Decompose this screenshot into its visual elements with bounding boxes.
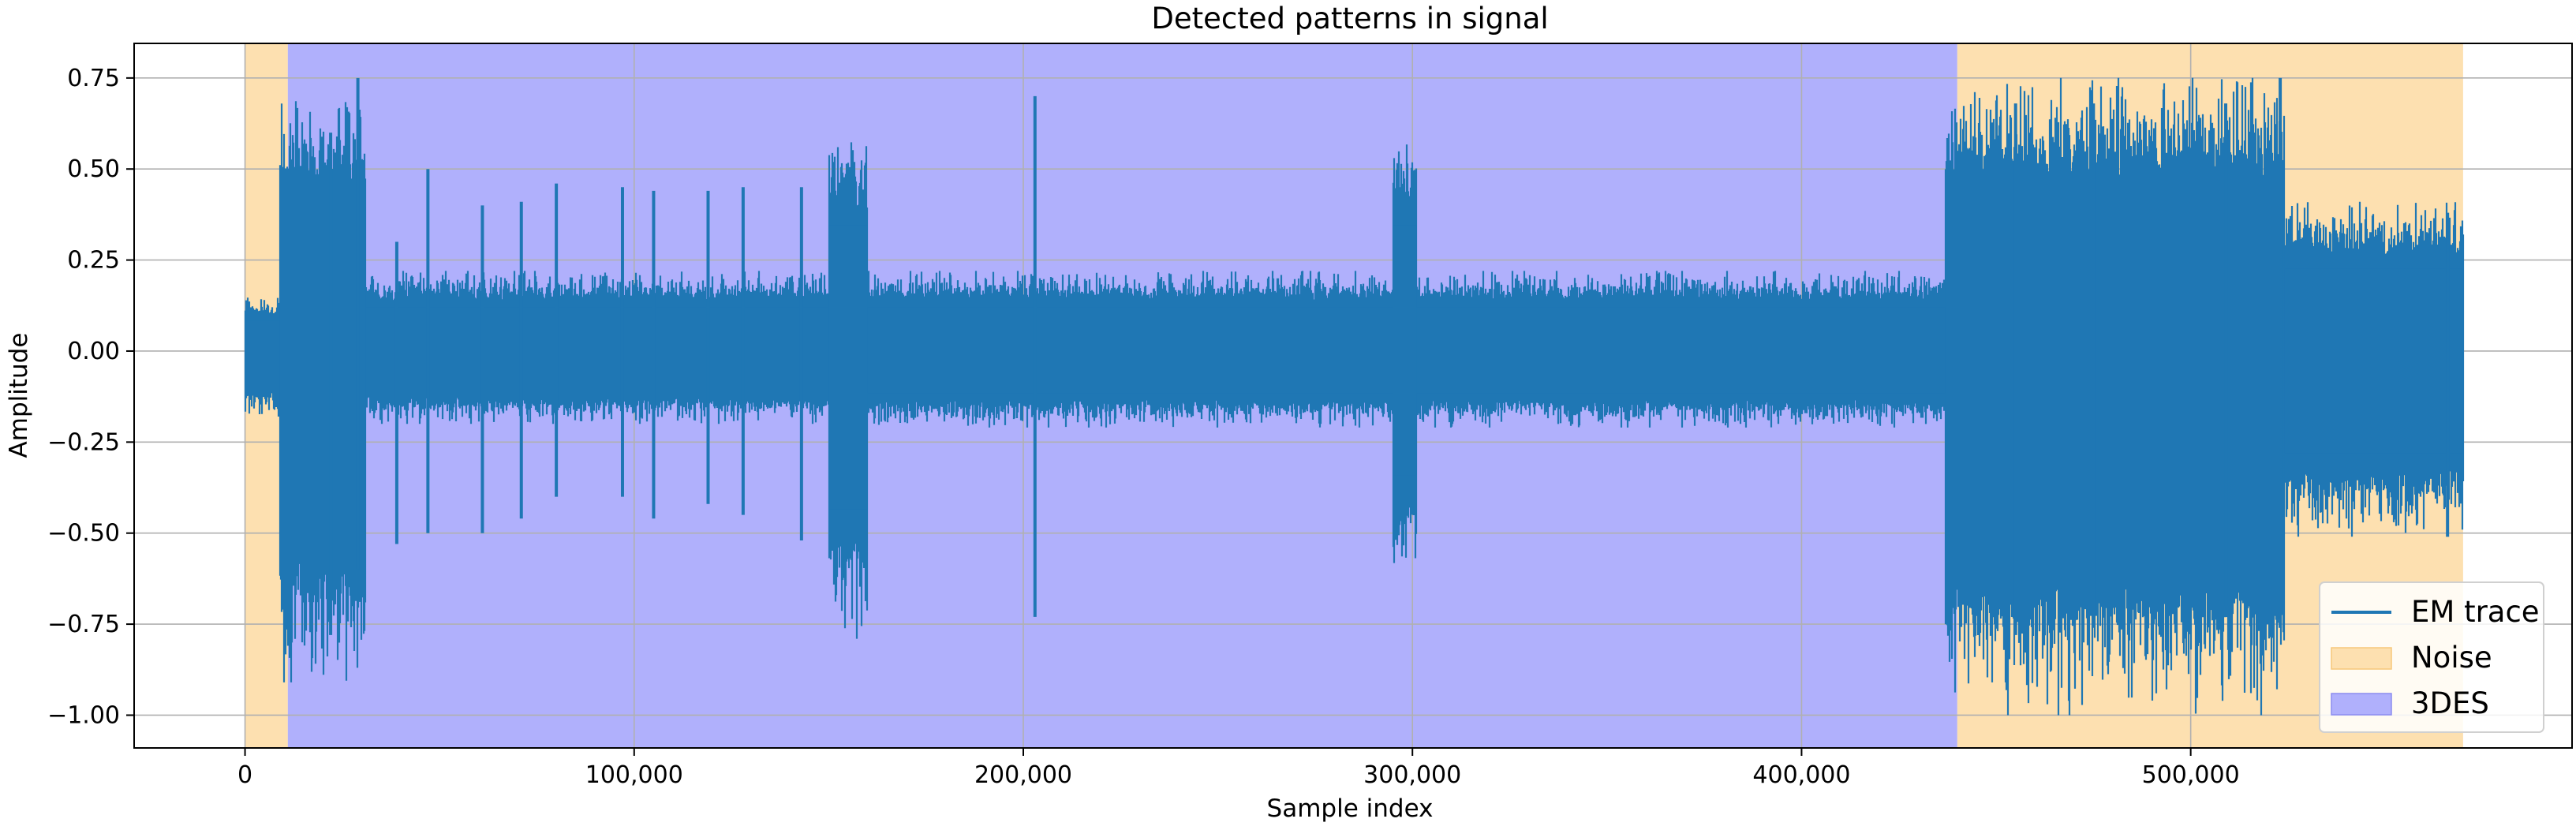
chart-title: Detected patterns in signal	[1151, 2, 1548, 36]
legend: EM trace Noise 3DES	[2319, 581, 2544, 733]
em-trace-core	[828, 225, 868, 510]
x-tick-label: 100,000	[585, 761, 683, 789]
x-tick-label: 500,000	[2142, 761, 2240, 789]
x-tick-label: 400,000	[1752, 761, 1850, 789]
y-tick-label: −1.00	[47, 701, 120, 729]
y-tick-label: 0.50	[67, 155, 120, 183]
y-tick-label: −0.25	[47, 428, 120, 456]
x-tick-label: 0	[237, 761, 252, 789]
legend-label-3des: 3DES	[2411, 686, 2489, 720]
plot-frame	[133, 43, 2573, 749]
y-axis: −1.00 −0.75 −0.50 −0.25 0.00 0.25 0.50 0.75	[47, 65, 134, 729]
em-trace-core	[365, 307, 829, 391]
y-axis-label: Amplitude	[5, 333, 33, 458]
em-trace-core	[2284, 268, 2463, 454]
legend-swatch-3des	[2331, 693, 2392, 716]
em-trace-core	[279, 207, 366, 533]
x-tick-label: 300,000	[1363, 761, 1461, 789]
y-tick-label: 0.25	[67, 247, 120, 275]
x-tick-label: 200,000	[974, 761, 1072, 789]
legend-label-em-trace: EM trace	[2411, 595, 2540, 629]
em-trace-core	[1416, 307, 1946, 394]
em-trace-core	[245, 320, 280, 387]
legend-label-noise: Noise	[2411, 641, 2492, 675]
y-tick-label: 0.75	[67, 65, 120, 92]
y-tick-label: −0.75	[47, 611, 120, 638]
y-tick-label: 0.00	[67, 338, 120, 365]
em-trace-core	[1945, 200, 2285, 551]
x-axis-label: Sample index	[1267, 794, 1434, 823]
em-trace-core	[1393, 225, 1417, 476]
y-tick-label: −0.50	[47, 520, 120, 548]
x-axis: 0 100,000 200,000 300,000 400,000 500,000	[237, 748, 2240, 789]
em-trace	[244, 77, 2465, 716]
em-trace-core	[867, 307, 1393, 394]
legend-swatch-noise	[2331, 647, 2392, 670]
